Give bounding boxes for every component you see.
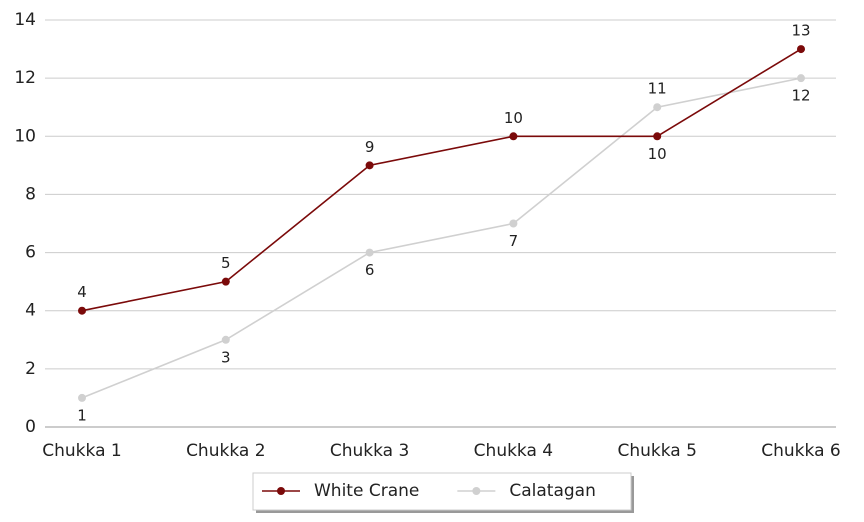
data-point [653, 132, 662, 141]
legend: White Crane Calatagan [252, 472, 634, 513]
data-point [509, 132, 518, 141]
data-point [509, 219, 518, 228]
y-tick-label: 8 [25, 184, 36, 204]
data-point [365, 248, 374, 257]
series-line [81, 48, 802, 312]
data-point [653, 103, 662, 112]
data-label: 12 [791, 87, 810, 105]
legend-marker [472, 487, 481, 495]
series-line [81, 77, 802, 399]
legend-label: Calatagan [509, 481, 596, 501]
data-point [78, 393, 86, 402]
data-point [797, 45, 805, 54]
x-tick-label: Chukka 5 [617, 441, 696, 461]
y-tick-label: 12 [14, 68, 36, 88]
data-point [221, 277, 230, 286]
data-label: 4 [77, 283, 87, 301]
y-tick-label: 14 [14, 10, 36, 30]
x-tick-label: Chukka 2 [186, 441, 265, 461]
x-tick-label: Chukka 4 [474, 441, 553, 461]
legend-label: White Crane [314, 481, 419, 501]
legend-box [252, 472, 632, 511]
data-label: 5 [221, 254, 231, 272]
data-label: 13 [791, 22, 810, 40]
data-label: 10 [504, 109, 523, 127]
y-tick-label: 2 [25, 359, 36, 379]
data-label: 1 [77, 406, 87, 424]
data-label: 9 [365, 138, 375, 156]
x-tick-label: Chukka 3 [330, 441, 409, 461]
data-point [78, 306, 86, 315]
y-tick-label: 0 [25, 417, 36, 437]
data-label: 3 [221, 348, 231, 366]
y-tick-label: 6 [25, 243, 36, 263]
data-label: 10 [648, 145, 667, 163]
data-point [365, 161, 374, 170]
data-point [221, 335, 230, 344]
y-tick-label: 4 [25, 301, 36, 321]
legend-marker [277, 487, 285, 495]
data-label: 6 [365, 261, 375, 279]
data-label: 7 [509, 232, 519, 250]
data-label: 11 [648, 80, 667, 98]
y-tick-label: 10 [14, 126, 36, 146]
x-tick-label: Chukka 1 [42, 441, 121, 461]
x-tick-label: Chukka 6 [761, 441, 840, 461]
data-point [797, 74, 805, 83]
